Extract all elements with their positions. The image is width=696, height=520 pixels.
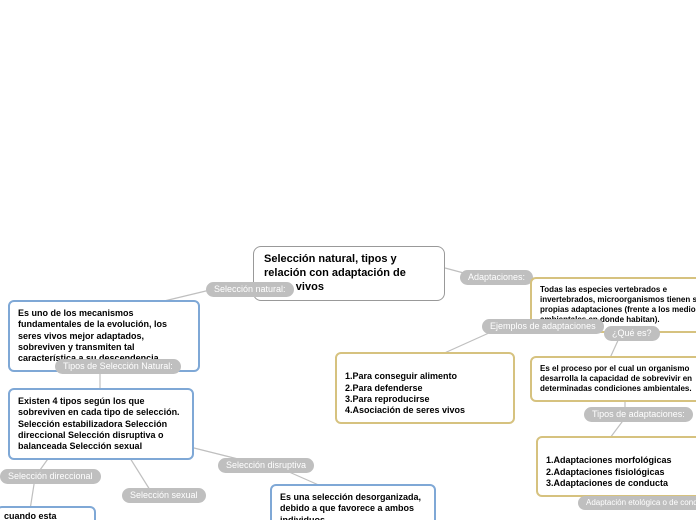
- box-tipos4[interactable]: Existen 4 tipos según los que sobreviven…: [8, 388, 194, 460]
- pill-tipos-seleccion[interactable]: Tipos de Selección Natural:: [55, 359, 181, 374]
- box-ejemplos-list[interactable]: 1.Para conseguir alimento 2.Para defende…: [335, 352, 515, 424]
- pill-tipos-adaptaciones[interactable]: Tipos de adaptaciones:: [584, 407, 693, 422]
- pill-disruptiva[interactable]: Selección disruptiva: [218, 458, 314, 473]
- pill-que-es[interactable]: ¿Qué es?: [604, 326, 660, 341]
- pill-adaptacion-etologica[interactable]: Adaptación etológica o de conducta: [578, 496, 696, 510]
- pill-sexual[interactable]: Selección sexual: [122, 488, 206, 503]
- box-cuando[interactable]: cuando esta elimina,: [0, 506, 96, 520]
- box-proceso[interactable]: Es el proceso por el cual un organismo d…: [530, 356, 696, 402]
- pill-adaptaciones[interactable]: Adaptaciones:: [460, 270, 533, 285]
- box-disruptiva-desc[interactable]: Es una selección desorganizada, debido a…: [270, 484, 436, 520]
- box-tipos-adapt-list[interactable]: 1.Adaptaciones morfológicas 2.Adaptacion…: [536, 436, 696, 497]
- pill-seleccion-natural[interactable]: Selección natural:: [206, 282, 294, 297]
- pill-ejemplos[interactable]: Ejemplos de adaptaciones: [482, 319, 604, 334]
- pill-direccional[interactable]: Selección direccional: [0, 469, 101, 484]
